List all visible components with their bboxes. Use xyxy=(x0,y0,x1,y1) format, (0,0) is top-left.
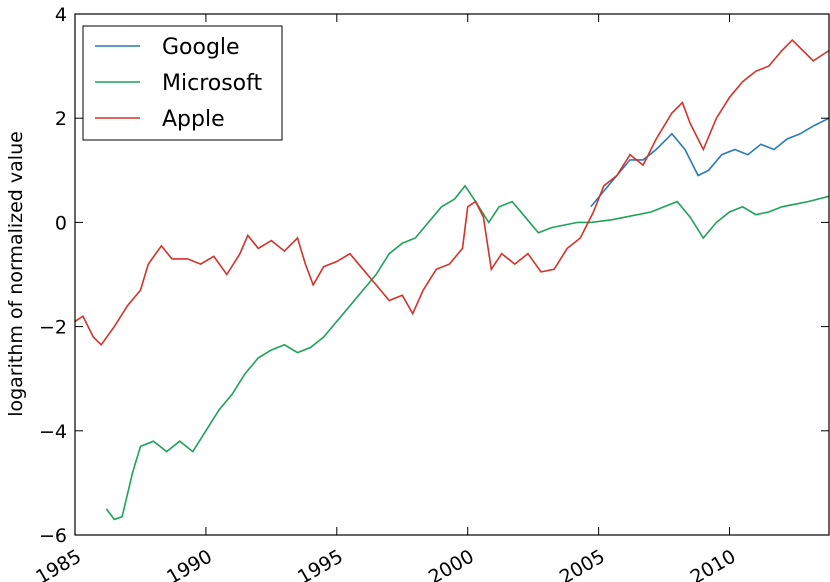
y-tick-label: −2 xyxy=(39,317,67,339)
x-tick-label: 1995 xyxy=(294,545,347,582)
line-series xyxy=(590,117,830,208)
y-tick-label: 2 xyxy=(55,108,67,130)
legend-label: Google xyxy=(162,35,240,60)
y-tick-label: 0 xyxy=(55,212,67,234)
x-tick-label: 1985 xyxy=(32,545,85,582)
x-tick-label: 2000 xyxy=(425,545,478,582)
y-tick-label: −4 xyxy=(39,421,67,443)
x-tick-label: 2010 xyxy=(687,545,740,582)
x-tick-label: 2005 xyxy=(556,545,609,582)
legend-label: Microsoft xyxy=(162,71,262,96)
y-tick-label: −6 xyxy=(39,525,67,547)
y-tick-label: 4 xyxy=(55,4,67,26)
legend-box xyxy=(82,25,283,141)
plot-frame xyxy=(74,13,830,536)
legend-label: Apple xyxy=(162,107,225,132)
line-series xyxy=(105,184,830,521)
x-tick-label: 1990 xyxy=(163,545,216,582)
y-axis-label: logarithm of normalized value xyxy=(5,131,27,417)
line-series xyxy=(74,38,830,347)
